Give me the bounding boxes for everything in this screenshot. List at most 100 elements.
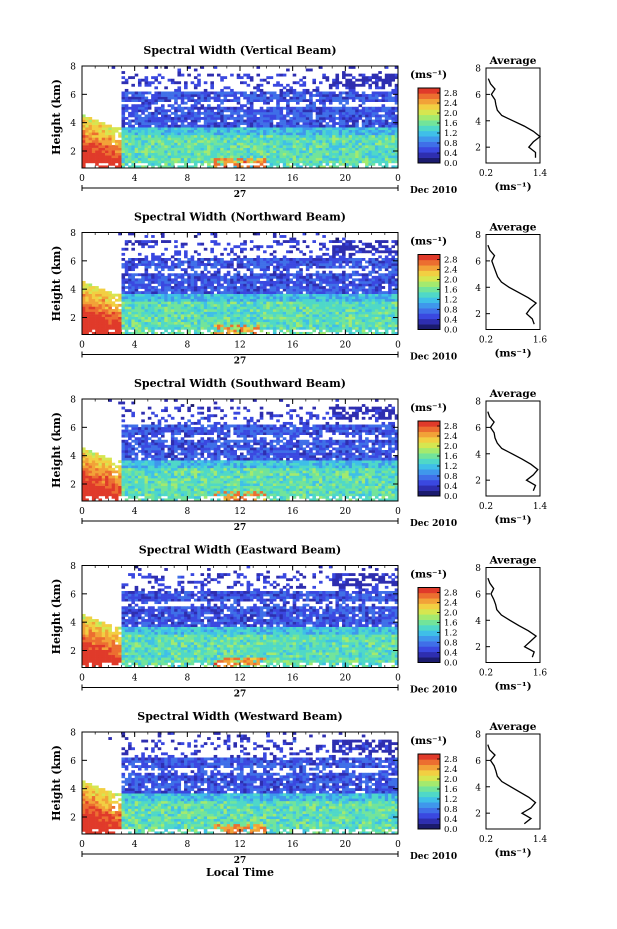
average-y-tick-label: 8: [475, 398, 481, 408]
colorbar-swatch: [418, 786, 440, 792]
colorbar-tick-label: 1.6: [444, 452, 458, 462]
colorbar-swatch: [418, 275, 440, 282]
colorbar-tick-label: 0.8: [444, 306, 458, 316]
average-y-tick-label: 8: [475, 65, 481, 75]
colorbar-tick-label: 0.0: [444, 659, 458, 669]
colorbar-swatch: [418, 141, 440, 148]
average-profile: Average 2 4 6 8 0.2 1.4(ms⁻¹): [475, 721, 547, 859]
day-label: 27: [234, 357, 247, 367]
heatmap-cells: [82, 232, 399, 335]
x-tick-label: 0: [395, 174, 401, 184]
colorbar: 0.00.40.81.21.62.02.42.8: [417, 587, 458, 669]
average-x-label: (ms⁻¹): [494, 348, 531, 360]
colorbar-swatch: [418, 608, 440, 615]
colorbar-swatch: [418, 313, 440, 320]
colorbar-swatch: [418, 302, 440, 309]
average-x-label: (ms⁻¹): [494, 681, 531, 693]
panel-0: Spectral Width (Vertical Beam) 2 4 6 8 Height…: [50, 44, 547, 200]
colorbar-swatch: [418, 754, 440, 760]
average-line: [487, 244, 538, 325]
average-profile: Average 2 4 6 8 0.2 1.6(ms⁻¹): [475, 222, 547, 360]
average-y-tick-label: 8: [475, 231, 481, 241]
day-label: 27: [234, 523, 247, 533]
colorbar-tick-label: 2.0: [444, 442, 458, 452]
average-frame: [485, 567, 541, 663]
x-tick-label: 0: [79, 507, 85, 517]
average-x-tick-label: 1.6: [533, 336, 548, 346]
average-line: [487, 744, 537, 825]
colorbar-tick-label: 0.8: [444, 139, 458, 149]
y-tick-label: 4: [70, 785, 76, 795]
colorbar-unit: (ms⁻¹): [410, 735, 447, 747]
x-tick-label: 16: [287, 174, 299, 184]
colorbar-swatch: [418, 479, 440, 486]
day-label: 27: [234, 856, 247, 866]
colorbar-unit: (ms⁻¹): [410, 402, 447, 414]
average-line: [487, 577, 538, 658]
colorbar-swatch: [418, 619, 440, 626]
day-label: 27: [234, 690, 247, 700]
colorbar-swatch: [418, 308, 440, 314]
month-label: Dec 2010: [410, 519, 457, 529]
average-profile: Average 2 4 6 8 0.2 1.6(ms⁻¹): [475, 555, 547, 693]
x-tick-label: 0: [395, 840, 401, 850]
colorbar-tick-label: 1.2: [444, 129, 458, 139]
average-y-tick-label: 2: [475, 810, 481, 820]
colorbar-swatch: [418, 770, 440, 776]
y-axis-label: Height (km): [50, 79, 63, 155]
x-tick-label: 20: [340, 341, 352, 351]
colorbar-swatch: [418, 431, 440, 438]
colorbar-tick-label: 0.0: [444, 825, 458, 835]
month-label: Dec 2010: [410, 186, 457, 196]
y-tick-label: 2: [70, 314, 76, 324]
colorbar-swatch: [418, 157, 440, 164]
y-tick-label: 2: [70, 814, 76, 824]
colorbar-swatch: [418, 136, 440, 142]
average-frame: [485, 400, 541, 497]
heatmap-cells: [82, 399, 399, 502]
colorbar-swatch: [418, 442, 440, 449]
y-axis-label: Height (km): [50, 745, 63, 821]
colorbar-swatch: [418, 641, 440, 647]
colorbar-tick-label: 0.4: [444, 815, 458, 825]
x-tick-label: 12: [234, 174, 245, 184]
colorbar-swatch: [418, 421, 440, 427]
average-x-label: (ms⁻¹): [494, 181, 531, 193]
colorbar-tick-label: 1.6: [444, 785, 458, 795]
x-tick-label: 8: [184, 674, 190, 684]
colorbar-swatch: [418, 657, 440, 663]
colorbar-tick-label: 2.8: [444, 589, 458, 599]
x-tick-label: 8: [184, 840, 190, 850]
colorbar-swatch: [418, 802, 440, 808]
colorbar: 0.00.40.81.21.62.02.42.8: [417, 420, 458, 502]
x-tick-label: 12: [234, 341, 245, 351]
x-tick-label: 4: [132, 840, 138, 850]
average-y-tick-label: 6: [475, 424, 481, 434]
colorbar-tick-label: 1.2: [444, 296, 458, 306]
colorbar-swatch: [418, 447, 440, 454]
colorbar-swatch: [418, 130, 440, 137]
colorbar-tick-label: 0.0: [444, 492, 458, 502]
colorbar-swatch: [418, 603, 440, 610]
colorbar-tick-label: 2.8: [444, 755, 458, 765]
month-label: Dec 2010: [410, 852, 457, 862]
colorbar-tick-label: 1.2: [444, 629, 458, 639]
average-x-label: (ms⁻¹): [494, 847, 531, 859]
x-tick-label: 0: [79, 174, 85, 184]
y-tick-label: 2: [70, 647, 76, 657]
average-frame: [485, 234, 541, 330]
colorbar-unit: (ms⁻¹): [410, 69, 447, 81]
colorbar-swatch: [418, 818, 440, 824]
colorbar: 0.00.40.81.21.62.02.42.8: [417, 254, 458, 336]
y-tick-label: 6: [70, 91, 76, 101]
y-axis-label: Height (km): [50, 412, 63, 488]
colorbar-tick-label: 2.0: [444, 775, 458, 785]
average-title: Average: [489, 222, 537, 234]
x-tick-label: 4: [132, 341, 138, 351]
colorbar-swatch: [418, 281, 440, 287]
average-y-tick-label: 2: [475, 144, 481, 154]
colorbar-swatch: [418, 318, 440, 325]
average-y-tick-label: 2: [475, 477, 481, 487]
heatmap-cells: [82, 66, 399, 169]
colorbar-frame: [417, 254, 441, 330]
